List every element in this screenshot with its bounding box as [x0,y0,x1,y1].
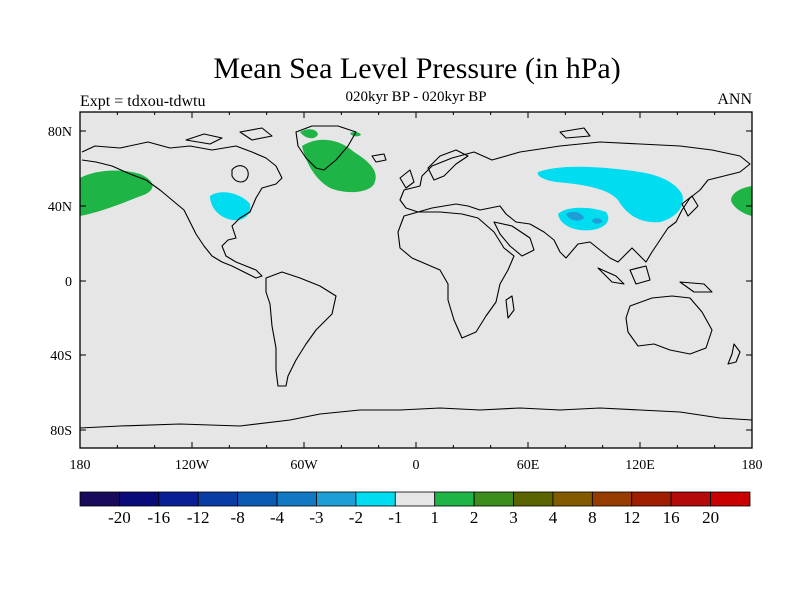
coastline-new-zealand [727,343,741,365]
map-background [80,112,752,448]
colorbar-label: 20 [702,508,719,527]
colorbar-label: -12 [187,508,210,527]
colorbar-box [591,491,633,507]
colorbar-box [355,491,396,507]
colorbar-box [710,491,751,507]
coastline-new-guinea [679,281,713,293]
colorbar-label: -3 [309,508,323,527]
colorbar-box [237,491,278,507]
coastline-japan [681,195,699,217]
colorbar-box [552,491,593,507]
colorbar-box [119,491,160,507]
colorbar-box [316,491,357,507]
lon-tick-label: 120E [625,458,655,473]
lat-tick-label: 40S [50,349,72,364]
colorbar-label: -8 [231,508,245,527]
colorbar-box [631,491,672,507]
coastline-iceland [371,153,387,163]
coastline-antarctica [80,407,752,429]
lon-tick-label: 60E [517,458,540,473]
colorbar-label: 3 [509,508,518,527]
coastline-north-america [81,141,283,279]
coastline-madagascar [505,295,515,319]
colorbar-box [158,491,199,507]
anomaly-siberia [537,166,683,223]
colorbar-box [197,491,239,507]
colorbar-label: -2 [349,508,363,527]
anomaly-pacific-east [731,186,752,216]
colorbar-label: -16 [147,508,170,527]
lon-tick-label: 0 [413,458,420,473]
lat-tick-label: 40N [48,200,72,215]
lat-tick-label: 80S [50,424,72,439]
colorbar-box [394,491,436,507]
axis-ticks: 180 120W 60W 0 60E 120E 180 80N 40N 0 40S 80S [48,112,763,473]
anomaly-north-atlantic [302,139,376,193]
coastline-scandinavia [427,149,469,181]
colorbar-box [79,491,120,507]
anomaly-arctic-speck [350,131,361,137]
coastline-south-america [265,271,337,387]
lon-tick-label: 120W [175,458,210,473]
lon-tick-label: 180 [70,458,91,473]
coastline-africa [397,211,515,339]
anomaly-pacific-west [80,170,153,216]
anomaly-tibet-core-2 [592,218,602,224]
lat-tick-label: 80N [48,125,72,140]
colorbar-box [276,491,317,507]
colorbar-label: 12 [623,508,640,527]
coastlines [80,125,752,429]
lon-tick-label: 60W [290,458,318,473]
coastline-great-britain [399,169,415,189]
anomaly-tibet-core [566,211,584,221]
coastline-australia [625,295,713,355]
plot-subtitle: 020kyr BP - 020kyr BP [345,89,487,105]
colorbar-label: 1 [430,508,439,527]
coastline-arabia [493,221,535,257]
anomaly-greenland [300,129,318,139]
colorbar-box [513,491,554,507]
lat-tick-label: 0 [65,275,72,290]
coastline-greenland [295,125,357,171]
colorbar-label: -20 [108,508,131,527]
anomaly-north-america [210,192,251,221]
colorbar-box [434,491,475,507]
colorbar-box [473,491,514,507]
colorbar: -20 -16 -12 -8 -4 -3 -2 -1 1 2 3 4 8 12 16 20 [79,491,751,527]
season-label: ANN [717,91,752,108]
anomaly-shading [80,129,752,231]
colorbar-label: -4 [270,508,285,527]
colorbar-label: 2 [470,508,479,527]
experiment-label: Expt = tdxou-tdwtu [80,93,206,110]
coastline-arctic-islands [185,127,591,145]
lon-tick-label: 180 [742,458,763,473]
coastline-eurasia [399,141,751,263]
colorbar-label: 4 [549,508,558,527]
colorbar-label: -1 [388,508,402,527]
colorbar-box [670,491,711,507]
coastline-hudson-bay [231,165,249,183]
colorbar-label: 8 [588,508,597,527]
plot-title: Mean Sea Level Pressure (in hPa) [213,52,621,85]
colorbar-label: 16 [663,508,680,527]
coastline-sumatra-borneo [597,265,651,285]
